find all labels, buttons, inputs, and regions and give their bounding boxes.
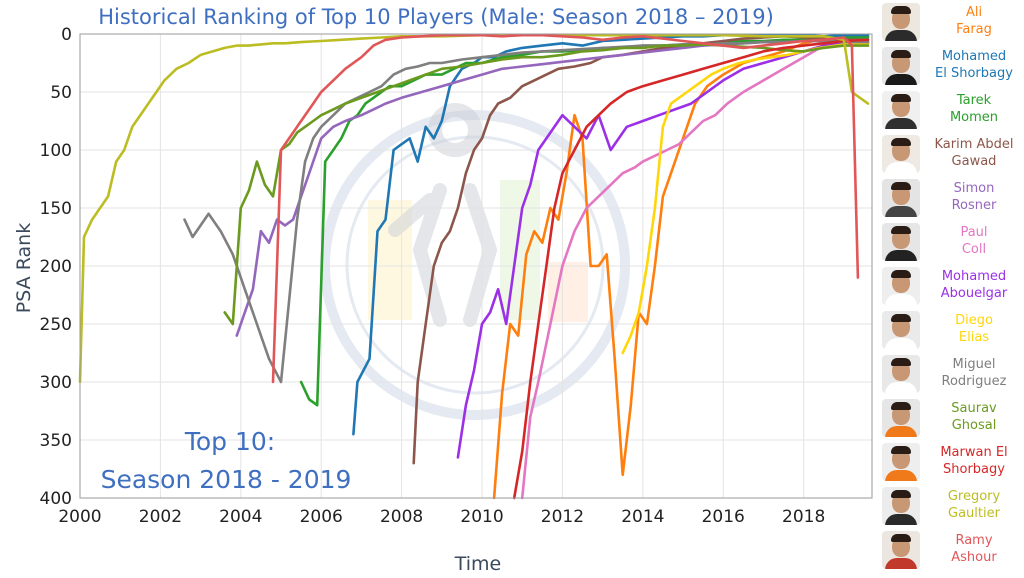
chart-title: Historical Ranking of Top 10 Players (Ma…	[98, 5, 774, 29]
watermark-block-green	[500, 180, 540, 320]
x-tick-label: 2000	[58, 507, 101, 527]
legend-player-name: Mohamed El Shorbagy	[935, 49, 1013, 81]
legend-player-name: Marwan El Shorbagy	[940, 445, 1008, 477]
x-tick-label: 2002	[139, 507, 182, 527]
y-tick-label: 200	[40, 257, 72, 277]
player-photo	[882, 179, 920, 217]
legend-item: Saurav Ghosal	[878, 398, 1024, 438]
series-line-gregory-gaultier	[78, 33, 870, 384]
legend-item: Paul Coll	[878, 222, 1024, 262]
legend-item: Miguel Rodriguez	[878, 354, 1024, 394]
legend-item: Ali Farag	[878, 2, 1024, 42]
series-line-mohamed-abouelgar	[456, 41, 870, 459]
y-tick-label: 100	[40, 141, 72, 161]
legend-player-name: Ramy Ashour	[951, 533, 997, 565]
player-photo	[882, 355, 920, 393]
legend-player-name: Tarek Momen	[949, 93, 999, 125]
legend-item: Marwan El Shorbagy	[878, 442, 1024, 482]
x-tick-label: 2008	[380, 507, 423, 527]
series-line-marwan-el-shorbagy	[512, 38, 870, 500]
x-tick-label: 2018	[782, 507, 825, 527]
x-tick-label: 2016	[702, 507, 745, 527]
legend-item: Gregory Gaultier	[878, 486, 1024, 526]
legend-item: Mohamed El Shorbagy	[878, 46, 1024, 86]
watermark-player	[388, 103, 498, 327]
legend-item: Tarek Momen	[878, 90, 1024, 130]
legend-player-name: Paul Coll	[960, 225, 988, 257]
legend-item: Mohamed Abouelgar	[878, 266, 1024, 306]
x-tick-label: 2004	[219, 507, 262, 527]
x-axis-title: Time	[454, 553, 502, 575]
y-axis-title: PSA Rank	[13, 223, 35, 313]
y-tick-label: 400	[40, 489, 72, 509]
player-photo	[882, 223, 920, 261]
player-photo	[882, 399, 920, 437]
player-photo	[882, 487, 920, 525]
y-tick-label: 350	[40, 431, 72, 451]
series-line-ramy-ashour	[271, 33, 860, 384]
y-tick-label: 0	[61, 25, 72, 45]
legend-player-name: Miguel Rodriguez	[941, 357, 1007, 389]
watermark	[320, 103, 630, 420]
player-photo	[882, 267, 920, 305]
legend-player-name: Mohamed Abouelgar	[940, 269, 1008, 301]
legend-player-name: Ali Farag	[956, 5, 992, 37]
legend-item: Diego Elias	[878, 310, 1024, 350]
x-tick-label: 2010	[460, 507, 503, 527]
y-tick-label: 250	[40, 315, 72, 335]
legend-item: Simon Rosner	[878, 178, 1024, 218]
legend-item: Karim Abdel Gawad	[878, 134, 1024, 174]
player-photo	[882, 531, 920, 569]
legend-player-name: Diego Elias	[955, 313, 993, 345]
legend: Ali Farag Mohamed El Shorbagy Tarek Momen K…	[878, 0, 1024, 578]
series-layer	[78, 33, 870, 500]
player-photo	[882, 443, 920, 481]
legend-player-name: Gregory Gaultier	[947, 489, 1001, 521]
x-tick-label: 2012	[541, 507, 584, 527]
legend-item: Ramy Ashour	[878, 530, 1024, 570]
legend-player-name: Saurav Ghosal	[951, 401, 997, 433]
annotation-line-1: Top 10:	[184, 427, 275, 456]
player-photo	[882, 135, 920, 173]
series-line-karim-abdel-gawad	[412, 34, 870, 465]
player-photo	[882, 311, 920, 349]
plot-frame	[79, 33, 873, 499]
x-tick-label: 2014	[621, 507, 664, 527]
x-tick-label: 2006	[300, 507, 343, 527]
watermark-block-orange	[548, 262, 588, 322]
annotation-line-2: Season 2018 - 2019	[101, 465, 352, 494]
legend-player-name: Karim Abdel Gawad	[934, 137, 1014, 169]
player-photo	[882, 47, 920, 85]
y-tick-label: 50	[50, 83, 72, 103]
legend-player-name: Simon Rosner	[951, 181, 997, 213]
player-photo	[882, 3, 920, 41]
y-tick-label: 300	[40, 373, 72, 393]
y-tick-label: 150	[40, 199, 72, 219]
player-photo	[882, 91, 920, 129]
axes: 2000 2002 2004 2006 2008 2010 2012 2014 2016 2018…	[40, 25, 873, 527]
